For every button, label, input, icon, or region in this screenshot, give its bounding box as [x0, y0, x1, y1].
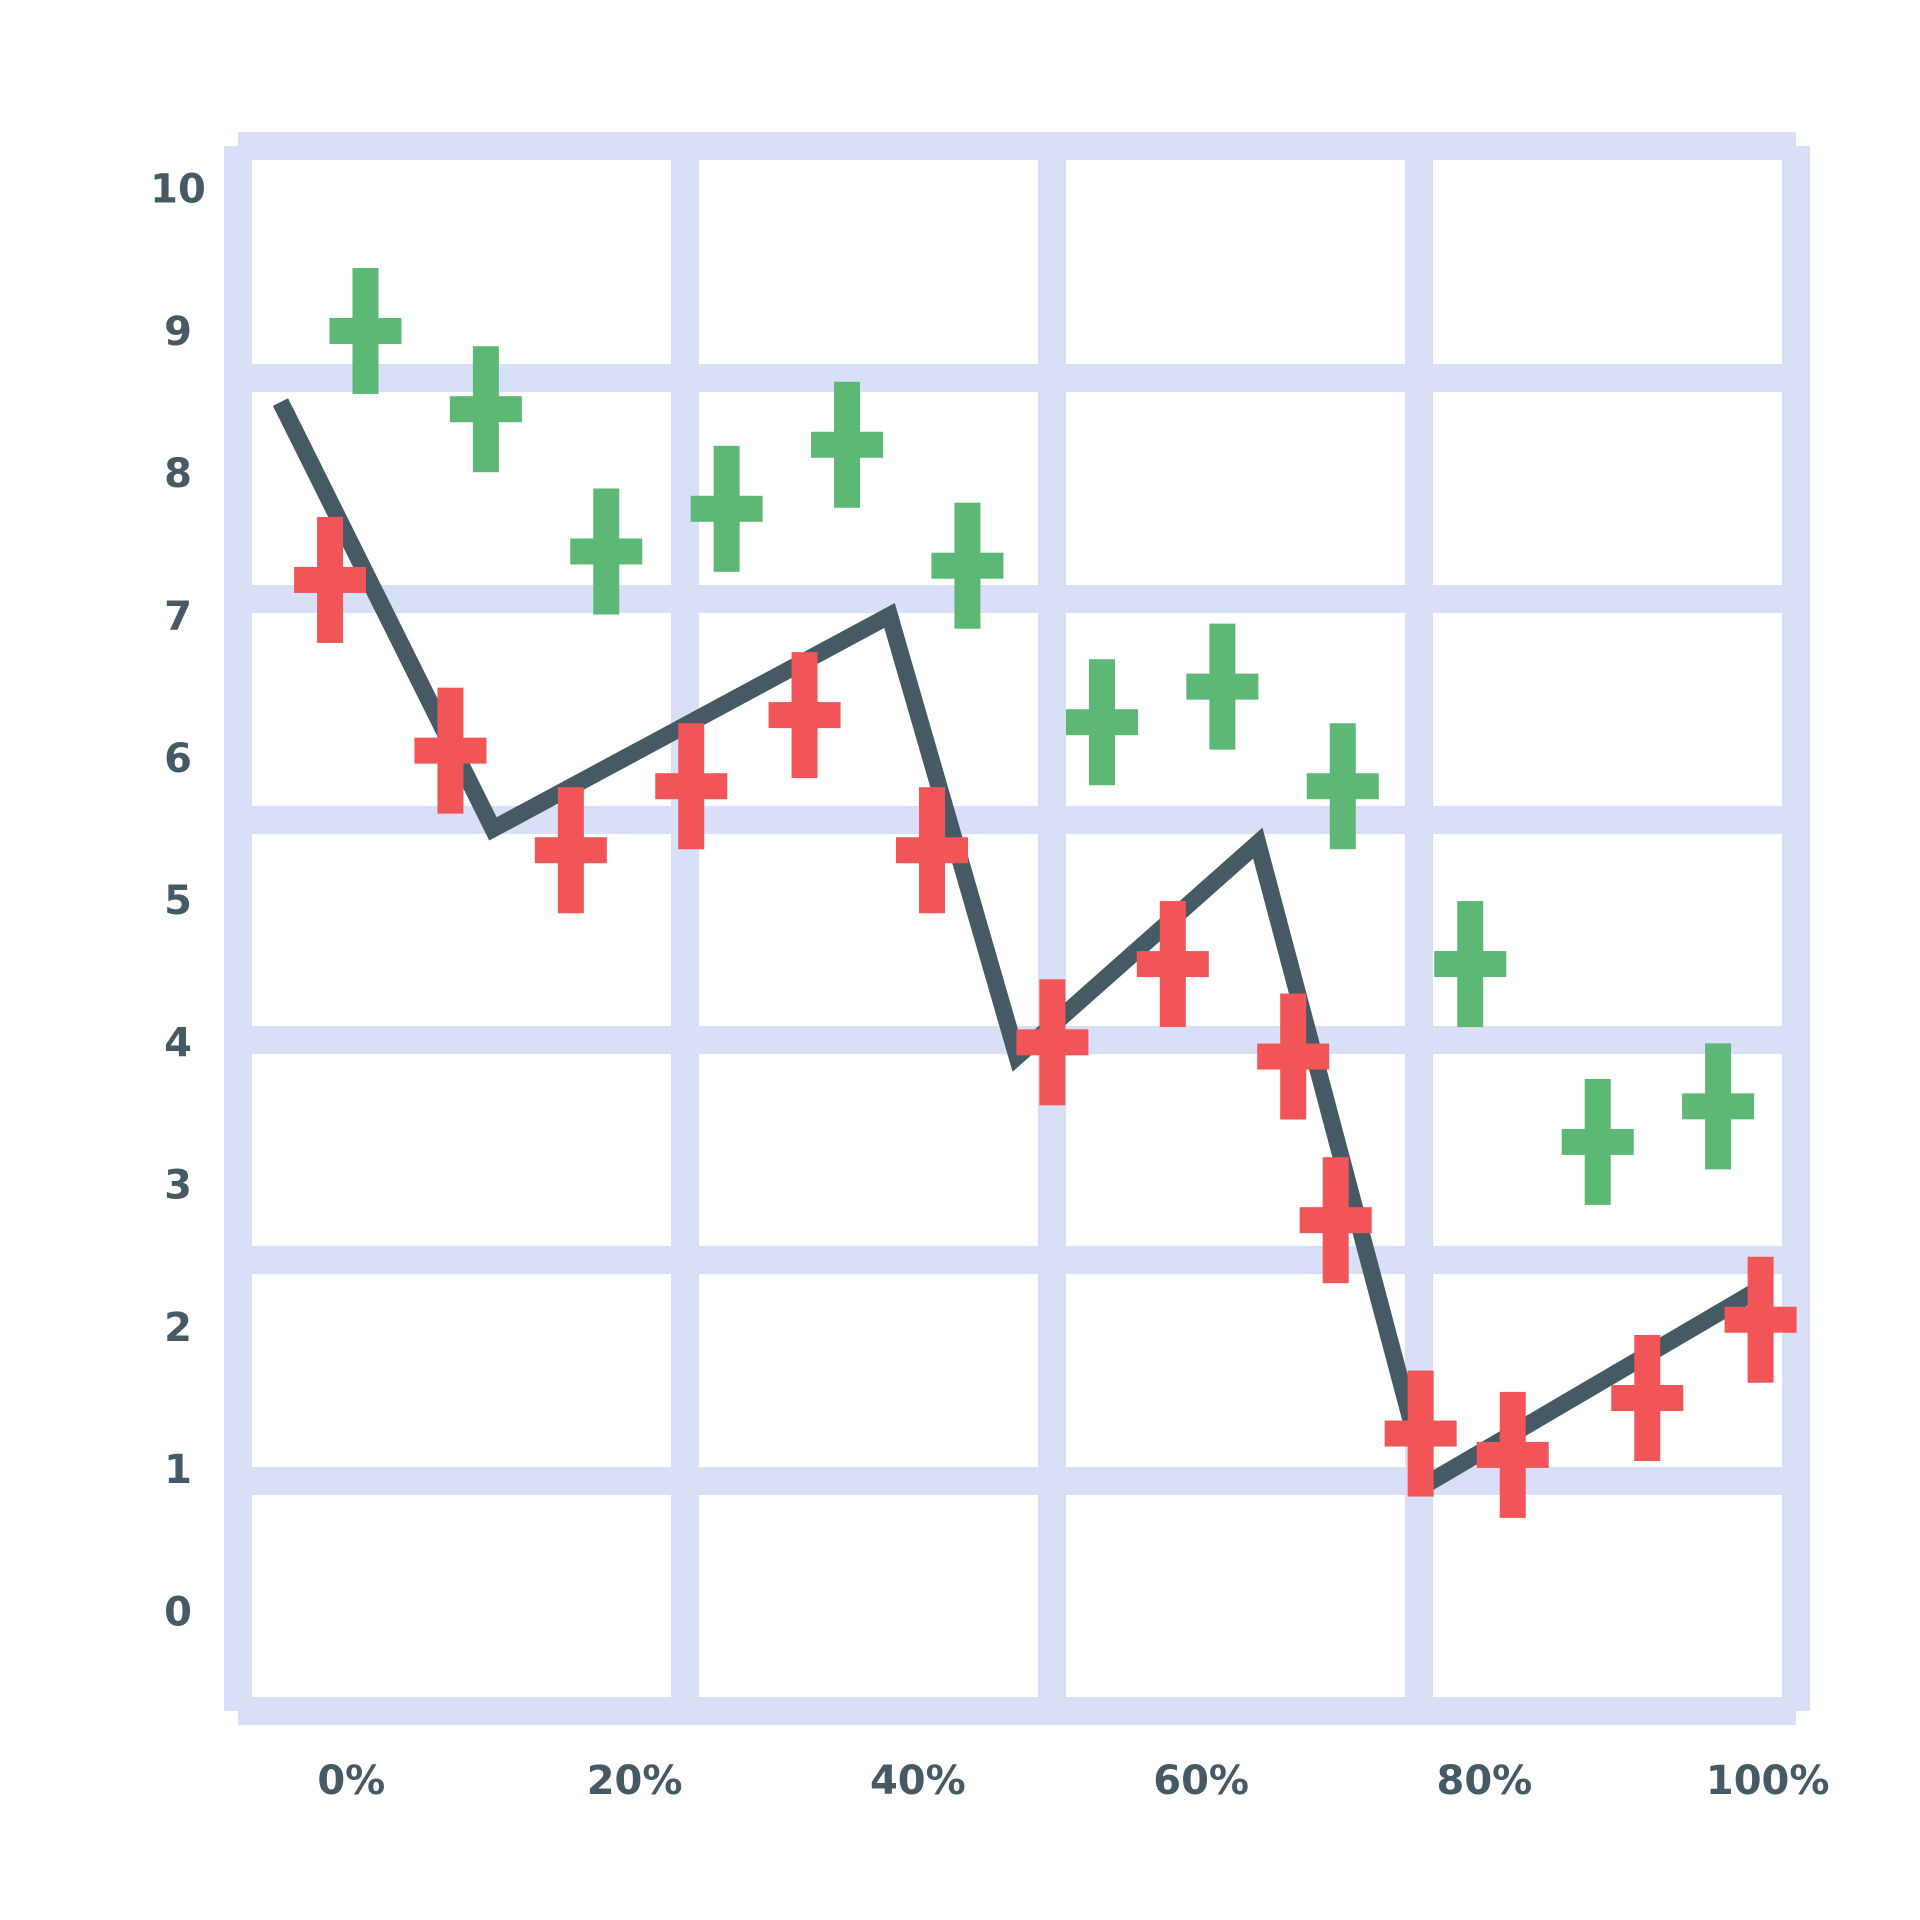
green-plus-marker — [1306, 723, 1379, 850]
red-plus-marker — [655, 723, 728, 850]
green-plus-marker — [1434, 901, 1507, 1028]
x-tick-label: 20% — [587, 1758, 683, 1804]
x-tick-label: 60% — [1153, 1758, 1249, 1804]
red-plus-marker — [414, 687, 487, 814]
y-tick-label: 3 — [164, 1163, 192, 1209]
green-plus-marker — [1065, 659, 1138, 786]
x-tick-label: 40% — [870, 1758, 966, 1804]
red-plus-marker — [768, 652, 841, 779]
red-plus-marker — [1476, 1391, 1549, 1518]
green-plus-marker — [811, 381, 884, 508]
y-tick-label: 10 — [150, 167, 206, 213]
y-tick-label: 0 — [164, 1589, 192, 1635]
red-plus-marker — [1299, 1157, 1372, 1284]
green-plus-marker — [690, 445, 763, 572]
red-plus-marker — [1724, 1256, 1797, 1383]
x-tick-label: 80% — [1437, 1758, 1533, 1804]
green-plus-marker — [449, 346, 522, 473]
red-plus-marker — [1384, 1370, 1457, 1497]
red-plus-marker — [1016, 979, 1089, 1106]
red-plus-marker — [1136, 901, 1209, 1028]
y-tick-label: 2 — [164, 1305, 192, 1351]
x-tick-label: 100% — [1706, 1758, 1830, 1804]
red-plus-marker — [1611, 1335, 1684, 1461]
red-plus-marker — [294, 516, 367, 643]
red-plus-marker — [534, 787, 607, 914]
y-tick-label: 7 — [164, 594, 192, 640]
y-tick-label: 6 — [164, 736, 192, 782]
green-plus-marker — [1561, 1078, 1634, 1205]
green-plus-marker — [931, 502, 1004, 629]
green-plus-marker — [570, 488, 643, 615]
y-tick-label: 1 — [164, 1447, 192, 1493]
y-tick-label: 5 — [164, 878, 192, 924]
red-plus-marker — [896, 787, 969, 914]
green-plus-marker — [329, 267, 402, 394]
y-tick-label: 4 — [164, 1020, 192, 1066]
green-plus-marker — [1682, 1043, 1755, 1170]
y-tick-label: 9 — [164, 309, 192, 355]
y-tick-label: 8 — [164, 451, 192, 497]
green-plus-marker — [1186, 623, 1259, 750]
x-tick-label: 0% — [317, 1758, 385, 1804]
red-plus-marker — [1257, 993, 1330, 1120]
